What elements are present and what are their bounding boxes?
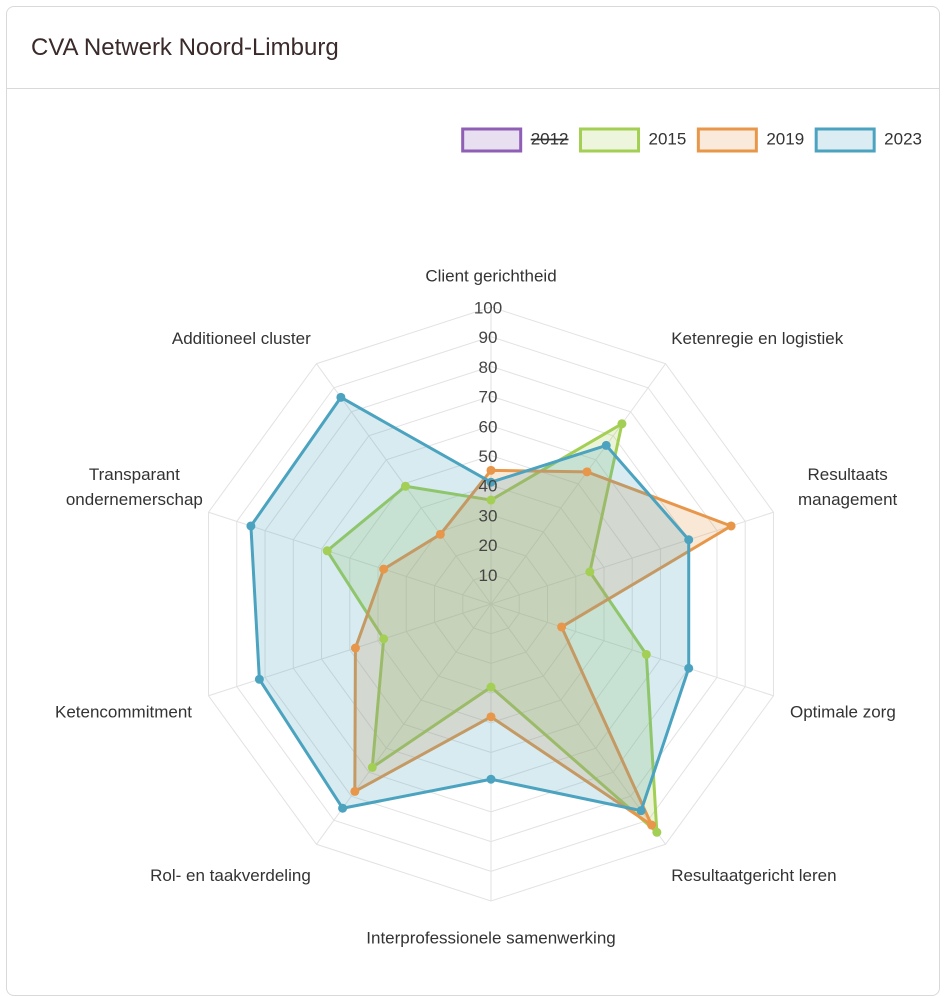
tick-label: 40: [479, 477, 498, 496]
axis-label: Additioneel cluster: [172, 329, 311, 348]
data-point: [684, 663, 694, 673]
tick-label: 80: [479, 358, 498, 377]
axis-label: Resultaatgericht leren: [671, 866, 836, 885]
spoke: [208, 511, 492, 605]
data-point: [400, 481, 410, 491]
data-point: [435, 529, 445, 539]
axis-label: Client gerichtheid: [425, 266, 556, 285]
data-point: [641, 649, 651, 659]
tick-label: 90: [479, 328, 498, 347]
legend-swatch: [579, 127, 641, 153]
legend-label: 2019: [766, 129, 804, 148]
data-point: [338, 803, 348, 813]
series-area: [249, 395, 691, 813]
data-point: [322, 546, 332, 556]
data-point: [486, 465, 496, 475]
legend-swatch: [461, 127, 523, 153]
data-point: [350, 643, 360, 653]
data-point: [585, 567, 595, 577]
legend-swatch: [814, 127, 876, 153]
data-point: [557, 622, 567, 632]
legend-item[interactable]: 2012: [461, 127, 569, 153]
data-point: [336, 392, 346, 402]
data-point: [684, 535, 694, 545]
tick-label: 60: [479, 417, 498, 436]
axis-label: Rol- en taakverdeling: [150, 866, 311, 885]
data-point: [486, 712, 496, 722]
legend-label: 2012: [531, 129, 569, 148]
data-point: [617, 419, 627, 429]
data-point: [636, 806, 646, 816]
axis-label: Resultaats: [807, 465, 887, 484]
data-point: [486, 774, 496, 784]
data-point: [601, 440, 611, 450]
tick-label: 10: [479, 566, 498, 585]
legend-swatch: [696, 127, 758, 153]
tick-label: 50: [479, 447, 498, 466]
legend-item[interactable]: 2019: [696, 127, 804, 153]
axis-label: ondernemerschap: [66, 490, 203, 509]
axis-label: Interprofessionele samenwerking: [366, 928, 615, 947]
spoke: [490, 603, 774, 697]
data-point: [582, 467, 592, 477]
axis-label: Ketencommitment: [55, 703, 192, 722]
data-point: [486, 682, 496, 692]
tick-label: 20: [479, 536, 498, 555]
data-point: [379, 564, 389, 574]
axis-label: management: [798, 490, 898, 509]
data-point: [350, 786, 360, 796]
data-point: [486, 495, 496, 505]
data-point: [367, 762, 377, 772]
data-point: [652, 827, 662, 837]
data-point: [254, 674, 264, 684]
tick-label: 30: [479, 506, 498, 525]
axis-label: Optimale zorg: [790, 703, 896, 722]
axis-label: Transparant: [89, 465, 180, 484]
spoke: [490, 363, 666, 605]
data-point: [379, 634, 389, 644]
spoke: [316, 603, 492, 845]
data-point: [486, 477, 496, 487]
legend-item[interactable]: 2015: [579, 127, 687, 153]
legend-item[interactable]: 2023: [814, 127, 922, 153]
data-point: [647, 820, 657, 830]
card-title: CVA Netwerk Noord-Limburg: [7, 7, 939, 89]
tick-label: 70: [479, 388, 498, 407]
spoke: [490, 603, 666, 845]
tick-label: 100: [474, 298, 502, 317]
legend-label: 2023: [884, 129, 922, 148]
data-point: [246, 521, 256, 531]
axis-label: Ketenregie en logistiek: [671, 329, 844, 348]
data-point: [726, 521, 736, 531]
legend-label: 2015: [649, 129, 687, 148]
